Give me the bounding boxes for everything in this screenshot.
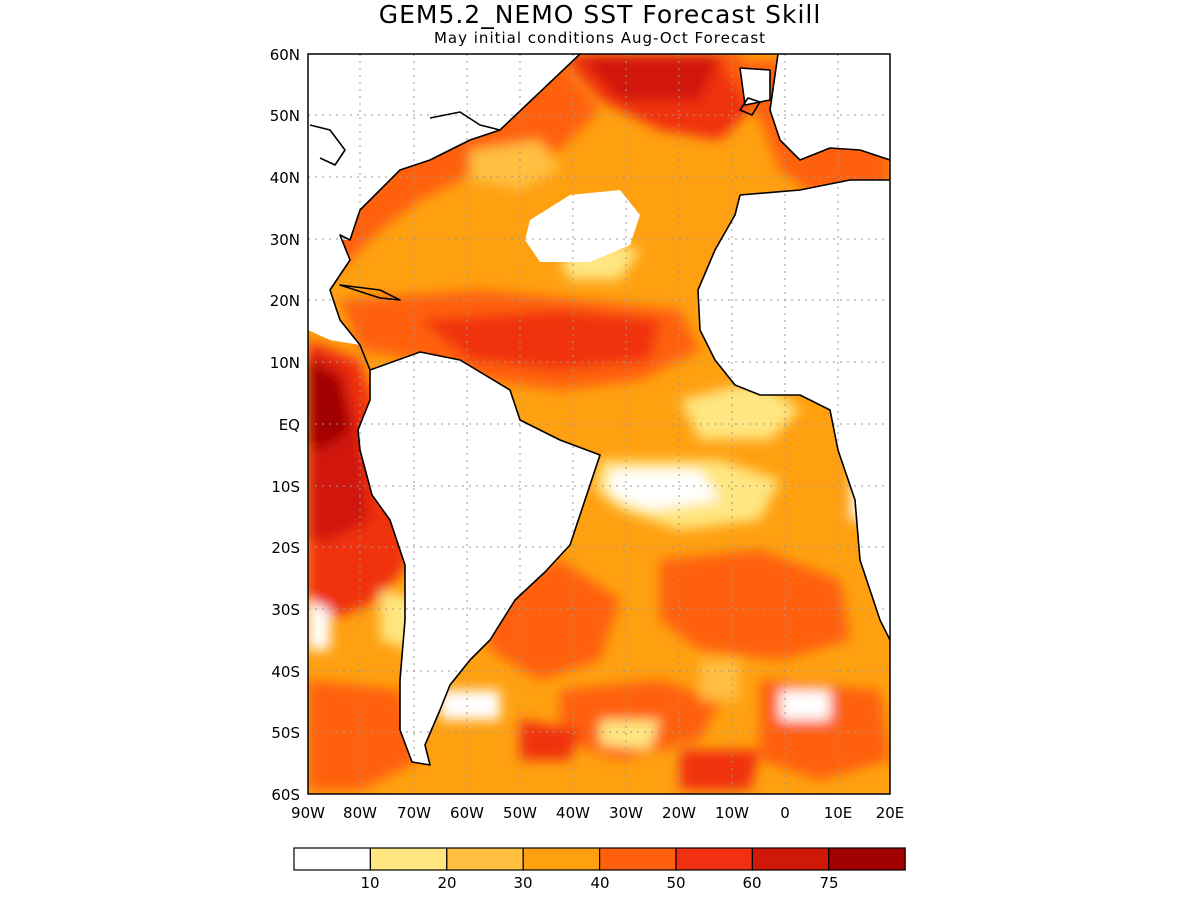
lat-label: 30S (271, 601, 300, 619)
lat-label: 60S (271, 786, 300, 804)
low-skill-zone (525, 190, 640, 262)
legend-tick-label: 50 (666, 874, 685, 892)
legend-swatch (828, 847, 906, 871)
lat-label: 50S (271, 724, 300, 742)
legend-tick-label: 75 (819, 874, 838, 892)
legend-labels: 10 20 30 40 50 60 75 (360, 874, 838, 892)
lon-label: 30W (609, 804, 643, 822)
lon-label: 10E (824, 804, 853, 822)
legend-tick-label: 20 (437, 874, 456, 892)
lat-label: 20S (271, 539, 300, 557)
lat-label: 30N (270, 231, 300, 249)
lat-label: 50N (270, 107, 300, 125)
lon-label: 80W (343, 804, 377, 822)
lon-label: 20E (876, 804, 905, 822)
lon-label: 60W (450, 804, 484, 822)
land-mask (308, 54, 890, 765)
page-title: GEM5.2_NEMO SST Forecast Skill (378, 0, 822, 29)
legend-tick-label: 60 (742, 874, 761, 892)
legend-swatch (751, 847, 830, 871)
lat-label: 40S (271, 663, 300, 681)
lon-label: 10W (715, 804, 749, 822)
lon-label: 40W (556, 804, 590, 822)
longitude-axis: 90W 80W 70W 60W 50W 40W 30W 20W 10W 0 10… (291, 804, 904, 822)
lon-label: 20W (662, 804, 696, 822)
legend-swatch (369, 847, 448, 871)
lon-label: 90W (291, 804, 325, 822)
grid-lines (308, 54, 890, 794)
lat-label: 60N (270, 46, 300, 64)
lat-label: 10S (271, 478, 300, 496)
legend-tick-label: 30 (513, 874, 532, 892)
legend-swatch (522, 847, 601, 871)
latitude-axis: 60N 50N 40N 30N 20N 10N EQ 10S 20S 30S 4… (270, 46, 300, 804)
lat-label: EQ (279, 416, 300, 434)
page-subtitle: May initial conditions Aug-Oct Forecast (433, 29, 767, 47)
legend-swatch (675, 847, 754, 871)
lon-label: 50W (503, 804, 537, 822)
skill-field (308, 54, 890, 794)
coastlines (309, 54, 890, 766)
legend-swatch (293, 847, 372, 871)
lat-label: 10N (270, 354, 300, 372)
legend-tick-label: 40 (590, 874, 609, 892)
legend-tick-label: 10 (360, 874, 379, 892)
map-frame (307, 53, 891, 795)
lon-label: 0 (780, 804, 790, 822)
lat-label: 40N (270, 169, 300, 187)
legend-swatch (446, 847, 524, 871)
lat-label: 20N (270, 292, 300, 310)
legend-swatch (598, 847, 677, 871)
color-legend: 10 20 30 40 50 60 75 (293, 847, 906, 892)
lon-label: 70W (397, 804, 431, 822)
